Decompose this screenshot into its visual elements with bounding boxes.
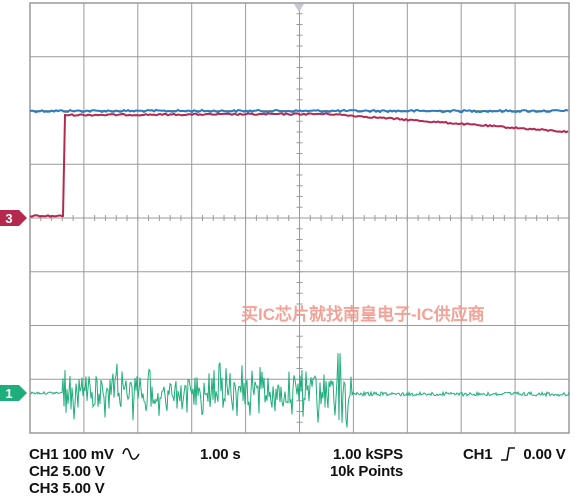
ch1-marker: 1 (0, 385, 27, 401)
ch1-waveform (29, 353, 570, 428)
ch1-scale-label: CH1 100 mV (29, 446, 114, 463)
ch2-waveform (29, 108, 569, 114)
graticule-border (29, 2, 570, 434)
ch3-scale-label: CH3 5.00 V (29, 480, 105, 497)
trigger-level-label: 0.00 V (523, 446, 566, 463)
ch3-marker: 3 (0, 210, 27, 226)
record-length-label: 10k Points (330, 463, 404, 480)
sample-rate-label: 1.00 kSPS (333, 446, 403, 463)
rising-edge-icon (501, 447, 516, 461)
trigger-position-marker (294, 4, 304, 12)
watermark-text: 买IC芯片就找南皇电子-IC供应商 (241, 305, 485, 324)
ch1-scale-readout: CH1 100 mV (29, 446, 143, 464)
timebase-label: 1.00 s (200, 446, 241, 463)
ch2-scale-label: CH2 5.00 V (29, 463, 105, 480)
ch3-marker-label: 3 (5, 211, 12, 226)
trigger-source-label: CH1 (463, 446, 493, 463)
trigger-readout: CH1 0.00 V (463, 446, 566, 464)
ch3-waveform (29, 112, 569, 218)
ac-coupling-icon (121, 447, 140, 461)
ch1-marker-label: 1 (5, 386, 12, 401)
